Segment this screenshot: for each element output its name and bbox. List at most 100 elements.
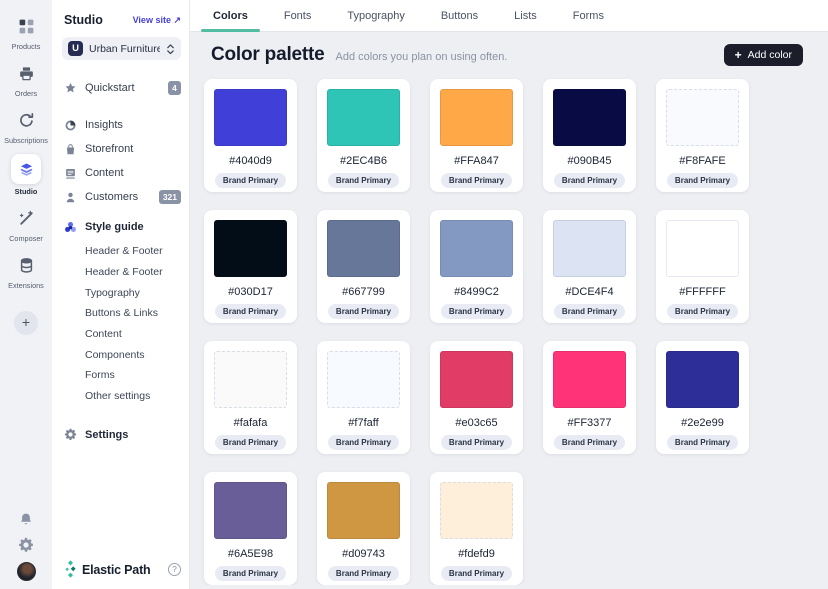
- subnav-item-header-footer-1[interactable]: Header & Footer: [85, 245, 163, 258]
- color-card-030d17[interactable]: #030D17 Brand Primary: [204, 210, 297, 323]
- color-hex-label: #4040d9: [229, 155, 272, 167]
- color-swatch: [214, 351, 287, 408]
- rail-item-orders[interactable]: Orders: [4, 60, 48, 98]
- sidebar-item-insights[interactable]: Insights: [62, 113, 181, 137]
- rail-item-label: Products: [11, 42, 41, 51]
- color-tag: Brand Primary: [214, 566, 287, 581]
- color-swatch: [666, 351, 739, 408]
- sidebar-item-label: Storefront: [85, 143, 134, 155]
- star-icon: [64, 82, 77, 95]
- page-title: Color palette: [211, 44, 325, 65]
- color-swatch: [214, 220, 287, 277]
- sidebar-item-label: Content: [85, 167, 124, 179]
- subnav-item-forms[interactable]: Forms: [85, 369, 115, 382]
- color-swatch: [440, 220, 513, 277]
- color-hex-label: #F8FAFE: [679, 155, 726, 167]
- color-hex-label: #f7faff: [348, 417, 379, 429]
- color-card-8499c2[interactable]: #8499C2 Brand Primary: [430, 210, 523, 323]
- color-tag: Brand Primary: [214, 173, 287, 188]
- sidebar-item-label: Customers: [85, 191, 139, 203]
- sidebar-item-customers[interactable]: Customers 321: [62, 185, 181, 209]
- color-card-f8fafe[interactable]: #F8FAFE Brand Primary: [656, 79, 749, 192]
- count-badge: 4: [168, 81, 181, 95]
- color-card-4040d9[interactable]: #4040d9 Brand Primary: [204, 79, 297, 192]
- subnav-item-header-footer-2[interactable]: Header & Footer: [85, 266, 163, 279]
- color-card-ffa847[interactable]: #FFA847 Brand Primary: [430, 79, 523, 192]
- content-icon: [64, 167, 77, 180]
- icon-rail-items: Products Orders Subscriptions Studio Compose…: [4, 13, 48, 299]
- help-icon[interactable]: ?: [168, 563, 181, 576]
- rail-item-composer[interactable]: Composer: [4, 205, 48, 243]
- color-swatch: [440, 482, 513, 539]
- subnav-item-components[interactable]: Components: [85, 348, 145, 361]
- add-color-button[interactable]: + Add color: [723, 44, 803, 66]
- count-badge: 321: [158, 190, 181, 204]
- tab-lists[interactable]: Lists: [514, 9, 537, 22]
- rail-item-label: Extensions: [8, 281, 44, 290]
- plus-icon: +: [734, 48, 742, 62]
- color-hex-label: #FFA847: [454, 155, 499, 167]
- rail-item-products[interactable]: Products: [4, 13, 48, 51]
- color-swatch: [327, 220, 400, 277]
- tab-buttons[interactable]: Buttons: [440, 9, 479, 22]
- color-card-fdefd9[interactable]: #fdefd9 Brand Primary: [430, 472, 523, 585]
- gear-icon[interactable]: [18, 537, 34, 553]
- sidebar-item-quickstart[interactable]: Quickstart 4: [62, 76, 181, 100]
- subnav-item-typography[interactable]: Typography: [85, 286, 140, 299]
- icon-rail: Products Orders Subscriptions Studio Compose…: [0, 0, 52, 589]
- store-name: Urban Furniture: [89, 42, 160, 55]
- color-card-2e2e99[interactable]: #2e2e99 Brand Primary: [656, 341, 749, 454]
- color-card-090b45[interactable]: #090B45 Brand Primary: [543, 79, 636, 192]
- user-avatar[interactable]: [16, 562, 36, 581]
- color-hex-label: #667799: [342, 286, 385, 298]
- color-tag: Brand Primary: [440, 566, 513, 581]
- rail-add-button[interactable]: +: [14, 311, 38, 335]
- composer-icon: [13, 205, 39, 231]
- color-card-ff3377[interactable]: #FF3377 Brand Primary: [543, 341, 636, 454]
- store-selector[interactable]: U Urban Furniture: [62, 37, 181, 60]
- color-card-dce4f4[interactable]: #DCE4F4 Brand Primary: [543, 210, 636, 323]
- sidebar-item-settings[interactable]: Settings: [62, 423, 181, 447]
- color-card-f7faff[interactable]: #f7faff Brand Primary: [317, 341, 410, 454]
- color-hex-label: #2EC4B6: [339, 155, 388, 167]
- color-card-667799[interactable]: #667799 Brand Primary: [317, 210, 410, 323]
- color-card-2ec4b6[interactable]: #2EC4B6 Brand Primary: [317, 79, 410, 192]
- subnav-item-content[interactable]: Content: [85, 328, 122, 341]
- sidebar-footer: Elastic Path ?: [62, 560, 181, 579]
- rail-item-extensions[interactable]: Extensions: [4, 252, 48, 290]
- color-swatch: [666, 89, 739, 146]
- tab-colors[interactable]: Colors: [201, 0, 260, 32]
- rail-item-studio[interactable]: Studio: [4, 154, 48, 196]
- color-card-6a5e98[interactable]: #6A5E98 Brand Primary: [204, 472, 297, 585]
- rail-item-subscriptions[interactable]: Subscriptions: [4, 107, 48, 145]
- sidebar-item-storefront[interactable]: Storefront: [62, 137, 181, 161]
- tab-typography[interactable]: Typography: [347, 9, 405, 22]
- sidebar-item-style-guide[interactable]: Style guide: [62, 215, 181, 239]
- color-card-e03c65[interactable]: #e03c65 Brand Primary: [430, 341, 523, 454]
- tab-forms[interactable]: Forms: [572, 9, 604, 22]
- color-hex-label: #fafafa: [233, 417, 268, 429]
- rail-item-label: Subscriptions: [4, 136, 48, 145]
- color-card-d09743[interactable]: #d09743 Brand Primary: [317, 472, 410, 585]
- color-hex-label: #e03c65: [455, 417, 498, 429]
- elastic-path-logo-icon: [64, 560, 77, 579]
- color-hex-label: #8499C2: [454, 286, 499, 298]
- subnav-item-other-settings[interactable]: Other settings: [85, 390, 151, 403]
- color-tag: Brand Primary: [440, 304, 513, 319]
- rail-item-label: Composer: [9, 234, 43, 243]
- subnav-item-buttons-links[interactable]: Buttons & Links: [85, 307, 158, 320]
- sidebar-item-label: Style guide: [85, 221, 144, 233]
- color-swatch: [327, 351, 400, 408]
- color-hex-label: #2e2e99: [681, 417, 724, 429]
- bell-icon[interactable]: [18, 512, 34, 528]
- sidebar-item-content[interactable]: Content: [62, 161, 181, 185]
- color-swatch: [440, 351, 513, 408]
- color-swatch: [214, 89, 287, 146]
- orders-icon: [13, 60, 39, 86]
- color-card-ffffff[interactable]: #FFFFFF Brand Primary: [656, 210, 749, 323]
- tab-fonts[interactable]: Fonts: [283, 9, 312, 22]
- view-site-link[interactable]: View site ↗: [132, 14, 181, 25]
- color-card-fafafa[interactable]: #fafafa Brand Primary: [204, 341, 297, 454]
- storefront-icon: [64, 143, 77, 156]
- rail-bottom: [16, 512, 36, 589]
